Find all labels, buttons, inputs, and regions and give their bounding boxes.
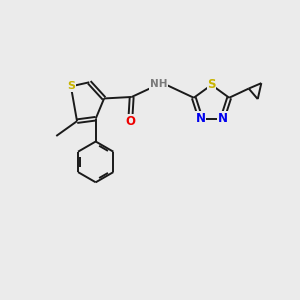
Text: S: S [207,78,216,92]
Text: N: N [218,112,227,125]
Text: O: O [125,115,135,128]
Text: N: N [196,112,206,125]
Text: NH: NH [150,80,167,89]
Text: S: S [67,81,75,92]
